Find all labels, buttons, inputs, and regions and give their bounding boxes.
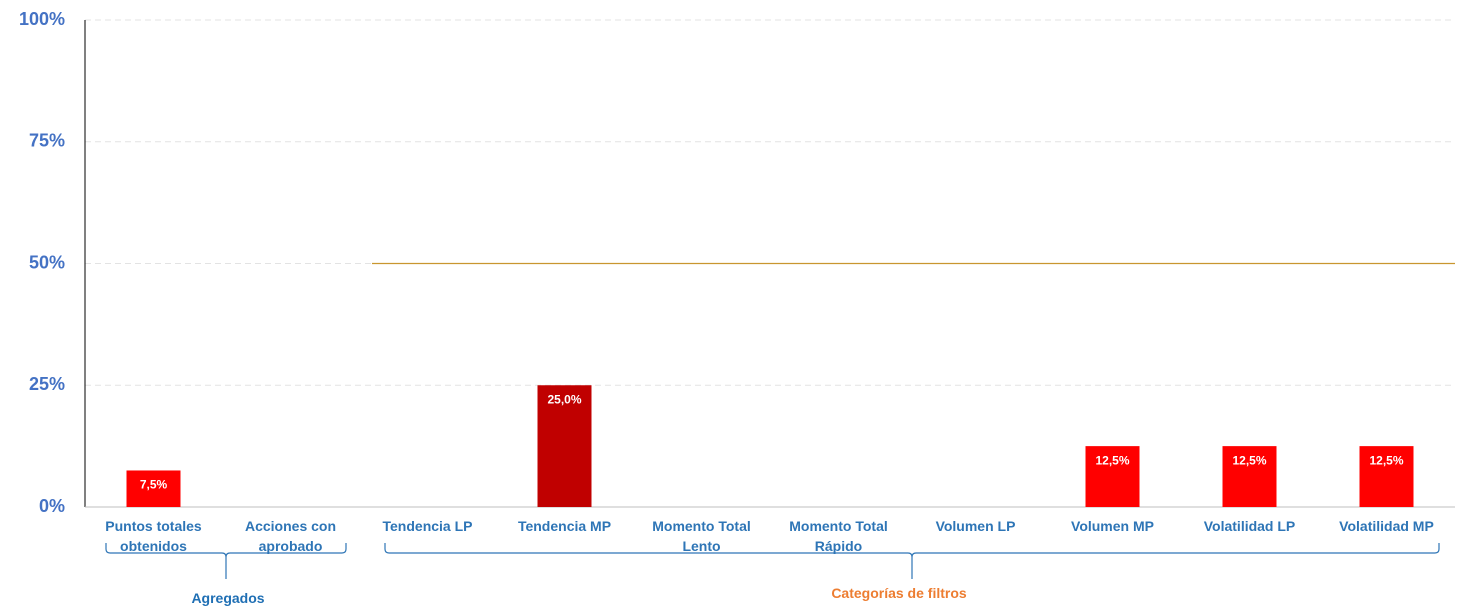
bar (1085, 446, 1140, 507)
bar (126, 470, 181, 507)
x-tick-label: Puntos totales obtenidos (105, 518, 202, 554)
y-tick-label: 75% (29, 131, 65, 151)
y-tick-label: 25% (29, 374, 65, 394)
x-tick-label: Tendencia MP (517, 518, 612, 534)
group-label: Categorías de filtros (831, 585, 967, 601)
x-tick-label: Volatilidad MP (1339, 518, 1434, 534)
x-tick-label: Momento Total Lento (652, 518, 751, 554)
x-tick-label: Volatilidad LP (1203, 518, 1296, 534)
group-label: Agregados (191, 590, 265, 606)
x-tick-label: Volumen LP (935, 518, 1016, 534)
y-tick-label: 100% (19, 9, 65, 29)
x-tick-label: Acciones con aprobado (244, 518, 337, 554)
value-label: 12,5% (1095, 453, 1129, 467)
bar (1222, 446, 1277, 507)
bar (1359, 446, 1414, 507)
value-label: 7,5% (140, 478, 168, 492)
group-bracket (105, 543, 347, 579)
value-label: 12,5% (1369, 453, 1403, 467)
y-tick-label: 0% (39, 496, 65, 516)
bar (537, 385, 592, 507)
group-bracket (384, 543, 1440, 579)
y-tick-label: 50% (29, 252, 65, 272)
x-tick-label: Tendencia LP (382, 518, 473, 534)
value-label: 25,0% (547, 392, 581, 406)
value-label: 12,5% (1232, 453, 1266, 467)
x-tick-label: Momento Total Rápido (789, 518, 888, 554)
x-tick-label: Volumen MP (1071, 518, 1154, 534)
